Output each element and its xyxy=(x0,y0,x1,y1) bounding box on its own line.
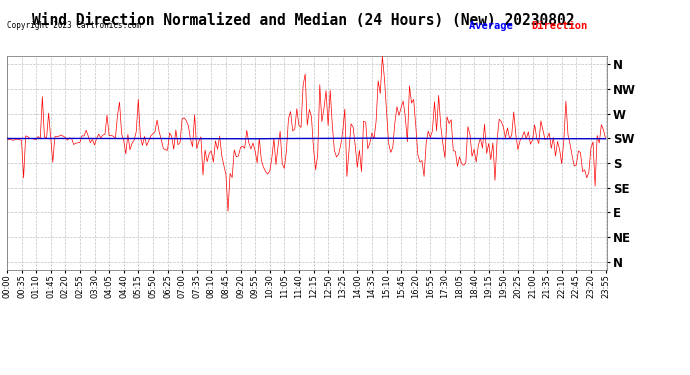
Text: Average: Average xyxy=(469,21,519,31)
Text: Direction: Direction xyxy=(531,21,588,31)
Text: Copyright 2023 Cartronics.com: Copyright 2023 Cartronics.com xyxy=(7,21,141,30)
Text: Wind Direction Normalized and Median (24 Hours) (New) 20230802: Wind Direction Normalized and Median (24… xyxy=(32,13,575,28)
